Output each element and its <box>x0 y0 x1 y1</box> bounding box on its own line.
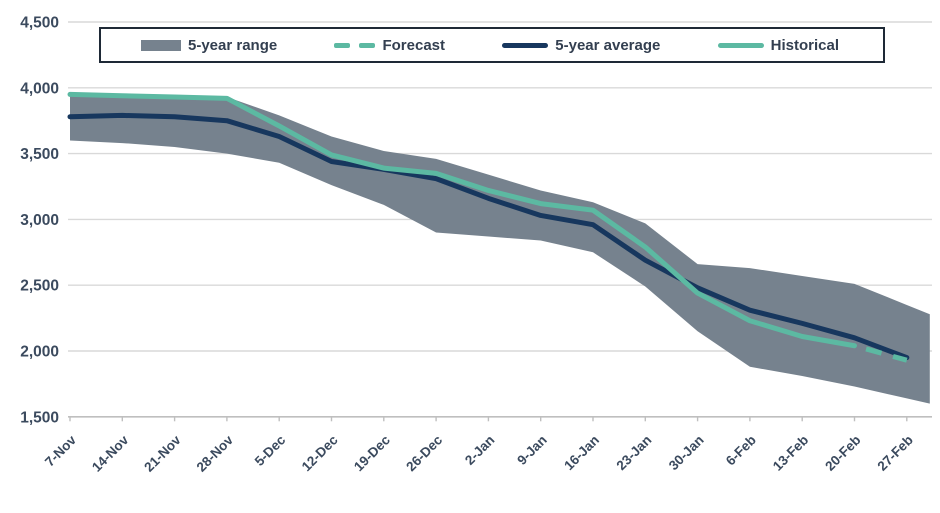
svg-text:2,000: 2,000 <box>20 344 59 361</box>
svg-text:12-Dec: 12-Dec <box>299 432 341 474</box>
svg-text:9-Jan: 9-Jan <box>514 432 550 468</box>
svg-text:2-Jan: 2-Jan <box>462 432 498 468</box>
legend-label-5-year-average: 5-year average <box>555 36 661 54</box>
svg-text:4,000: 4,000 <box>20 80 59 97</box>
five-year-average-line <box>67 112 910 361</box>
gridlines <box>68 21 932 418</box>
svg-text:6-Feb: 6-Feb <box>723 432 759 468</box>
svg-text:19-Dec: 19-Dec <box>351 432 393 474</box>
forecast-dash-2 <box>359 42 376 48</box>
svg-text:30-Jan: 30-Jan <box>666 432 707 473</box>
svg-text:2,500: 2,500 <box>20 278 59 295</box>
forecast-dash-swatch-icon <box>334 42 376 48</box>
legend-label-forecast: Forecast <box>382 36 446 54</box>
svg-text:20-Feb: 20-Feb <box>822 432 863 473</box>
chart-legend: 5-year range Forecast 5-year average His… <box>99 27 885 63</box>
svg-text:21-Nov: 21-Nov <box>141 432 184 475</box>
forecast-line <box>853 343 908 363</box>
legend-label-historical: Historical <box>770 36 839 54</box>
legend-item-forecast: Forecast <box>334 37 445 54</box>
legend-item-historical: Historical <box>717 36 839 54</box>
x-axis-ticks <box>69 416 908 422</box>
svg-text:27-Feb: 27-Feb <box>875 432 916 473</box>
svg-text:14-Nov: 14-Nov <box>89 432 132 475</box>
legend-label-5-year-range: 5-year range <box>188 36 278 54</box>
svg-text:26-Dec: 26-Dec <box>403 432 445 474</box>
svg-text:28-Nov: 28-Nov <box>194 432 237 475</box>
range-swatch-icon <box>141 39 181 51</box>
svg-text:5-Dec: 5-Dec <box>252 432 289 469</box>
forecast-dash-1 <box>334 42 351 48</box>
historical-line <box>67 91 857 349</box>
y-axis-labels: 4,500 4,000 3,500 3,000 2,500 2,000 1,500 <box>20 15 59 427</box>
svg-text:3,000: 3,000 <box>20 212 59 229</box>
legend-item-5-year-average: 5-year average <box>502 37 660 54</box>
svg-text:3,500: 3,500 <box>20 146 59 163</box>
svg-text:4,500: 4,500 <box>20 15 59 32</box>
legend-item-5-year-range: 5-year range <box>141 37 277 54</box>
svg-text:13-Feb: 13-Feb <box>770 432 811 473</box>
average-line-swatch-icon <box>502 42 549 48</box>
svg-text:7-Nov: 7-Nov <box>42 432 79 469</box>
five-year-range-band <box>70 93 930 404</box>
historical-line-swatch-icon <box>717 42 764 48</box>
svg-text:23-Jan: 23-Jan <box>614 432 655 473</box>
svg-text:1,500: 1,500 <box>20 409 59 426</box>
svg-text:16-Jan: 16-Jan <box>561 432 602 473</box>
x-axis-labels: 7-Nov 14-Nov 21-Nov 28-Nov 5-Dec 12-Dec 19-Dec… <box>42 432 916 475</box>
